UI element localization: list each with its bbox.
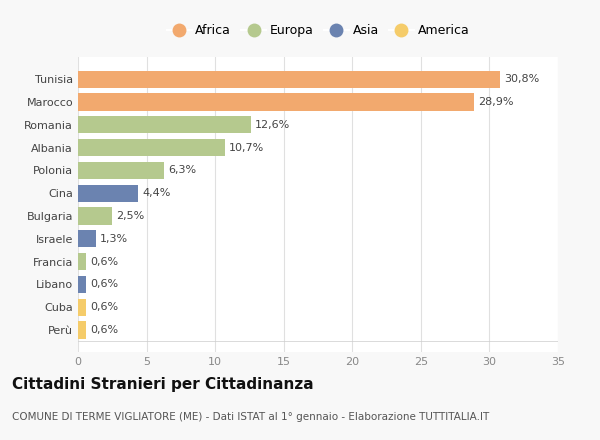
Bar bbox=[78, 70, 500, 88]
Text: 0,6%: 0,6% bbox=[91, 279, 118, 290]
Bar bbox=[78, 322, 86, 339]
Bar bbox=[78, 299, 86, 316]
Text: 1,3%: 1,3% bbox=[100, 234, 128, 244]
Bar bbox=[78, 139, 225, 156]
Bar bbox=[78, 207, 112, 224]
Bar bbox=[78, 185, 139, 202]
Text: 4,4%: 4,4% bbox=[142, 188, 171, 198]
Text: 0,6%: 0,6% bbox=[91, 325, 118, 335]
Text: 0,6%: 0,6% bbox=[91, 302, 118, 312]
Text: 12,6%: 12,6% bbox=[255, 120, 290, 130]
Text: Cittadini Stranieri per Cittadinanza: Cittadini Stranieri per Cittadinanza bbox=[12, 378, 314, 392]
Text: 6,3%: 6,3% bbox=[169, 165, 197, 176]
Bar bbox=[78, 162, 164, 179]
Text: COMUNE DI TERME VIGLIATORE (ME) - Dati ISTAT al 1° gennaio - Elaborazione TUTTIT: COMUNE DI TERME VIGLIATORE (ME) - Dati I… bbox=[12, 412, 489, 422]
Legend: Africa, Europa, Asia, America: Africa, Europa, Asia, America bbox=[161, 19, 475, 42]
Text: 28,9%: 28,9% bbox=[478, 97, 514, 107]
Text: 2,5%: 2,5% bbox=[116, 211, 145, 221]
Text: 10,7%: 10,7% bbox=[229, 143, 264, 153]
Bar bbox=[78, 253, 86, 270]
Bar bbox=[78, 116, 251, 133]
Bar bbox=[78, 276, 86, 293]
Text: 30,8%: 30,8% bbox=[505, 74, 540, 84]
Text: 0,6%: 0,6% bbox=[91, 257, 118, 267]
Bar bbox=[78, 93, 475, 110]
Bar bbox=[78, 230, 96, 247]
